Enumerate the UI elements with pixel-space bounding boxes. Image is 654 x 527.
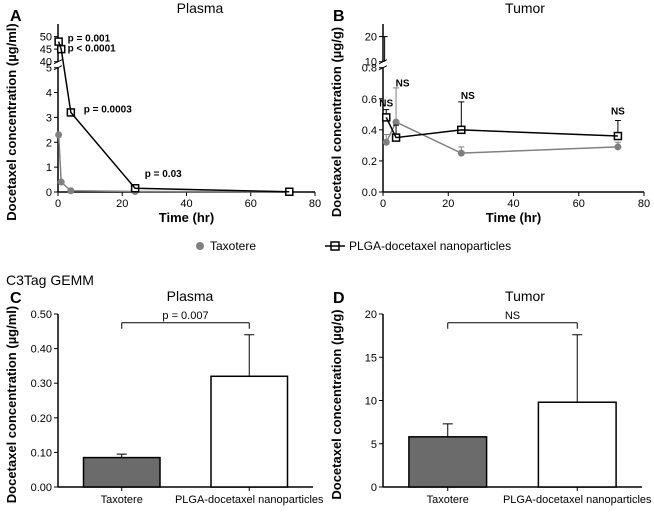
svg-text:PLGA-docetaxel nanoparticles: PLGA-docetaxel nanoparticles [349, 239, 511, 253]
svg-text:NS: NS [379, 99, 393, 110]
svg-text:0.6: 0.6 [362, 94, 377, 106]
svg-text:0: 0 [371, 482, 377, 494]
panel-d-chart: 0 5 10 15 20 Docetaxel concentration (µg/g) Ta… [325, 302, 654, 527]
svg-text:40: 40 [180, 198, 192, 210]
svg-text:Time (hr): Time (hr) [159, 210, 214, 225]
svg-text:0.4: 0.4 [362, 125, 377, 137]
svg-text:20: 20 [116, 198, 128, 210]
svg-text:20: 20 [365, 32, 377, 44]
section-c3tag-label: C3Tag GEMM [6, 272, 94, 288]
svg-text:Docetaxel concentration (µg/ml: Docetaxel concentration (µg/ml) [4, 306, 19, 503]
svg-text:p = 0.03: p = 0.03 [145, 169, 182, 180]
svg-text:Docetaxel concentration (µg/g): Docetaxel concentration (µg/g) [329, 309, 344, 499]
svg-text:p = 0.007: p = 0.007 [162, 310, 208, 322]
svg-text:2: 2 [46, 137, 52, 149]
svg-text:0.30: 0.30 [31, 378, 52, 390]
svg-text:0: 0 [380, 198, 386, 210]
svg-text:0: 0 [55, 198, 61, 210]
svg-text:p < 0.0001: p < 0.0001 [68, 44, 117, 55]
svg-text:10: 10 [365, 396, 377, 408]
svg-text:Docetaxel concentration (µg/ml: Docetaxel concentration (µg/ml) [4, 23, 19, 220]
svg-text:0.50: 0.50 [31, 309, 52, 321]
svg-text:15: 15 [365, 352, 377, 364]
svg-text:60: 60 [573, 198, 585, 210]
svg-text:80: 80 [309, 198, 321, 210]
svg-text:Taxotere: Taxotere [427, 494, 469, 506]
svg-text:10: 10 [365, 57, 377, 69]
svg-text:NS: NS [461, 91, 475, 102]
panel-b-title: Tumor [465, 0, 585, 16]
panel-a-title: Plasma [140, 0, 260, 16]
panel-b-chart: 0204060800.00.20.40.60.81020Time (hr)Doc… [325, 16, 654, 228]
svg-text:45: 45 [40, 44, 52, 56]
svg-text:Time (hr): Time (hr) [486, 210, 541, 225]
svg-text:Docetaxel concentration (µg/g): Docetaxel concentration (µg/g) [329, 27, 344, 217]
legend: Taxotere PLGA-docetaxel nanoparticles [0, 235, 654, 257]
svg-text:20: 20 [365, 309, 377, 321]
svg-text:PLGA-docetaxel nanoparticles: PLGA-docetaxel nanoparticles [175, 494, 324, 506]
svg-text:0.20: 0.20 [31, 413, 52, 425]
svg-text:40: 40 [507, 198, 519, 210]
svg-text:20: 20 [442, 198, 454, 210]
svg-text:0.40: 0.40 [31, 344, 52, 356]
svg-text:Taxotere: Taxotere [101, 494, 143, 506]
panel-c-chart: 0.00 0.10 0.20 0.30 0.40 0.50 Docetaxel concen… [0, 302, 325, 527]
svg-text:Taxotere: Taxotere [210, 239, 256, 253]
panel-a-chart: 020406080012345404550Time (hr)Docetaxel … [0, 16, 325, 228]
svg-text:0.00: 0.00 [31, 482, 52, 494]
svg-text:5: 5 [371, 439, 377, 451]
svg-text:NS: NS [396, 78, 410, 89]
svg-text:3: 3 [46, 112, 52, 124]
svg-text:0: 0 [46, 187, 52, 199]
svg-text:0.2: 0.2 [362, 156, 377, 168]
svg-text:0.10: 0.10 [31, 447, 52, 459]
svg-text:40: 40 [40, 57, 52, 69]
svg-text:NS: NS [611, 106, 625, 117]
svg-text:p = 0.0003: p = 0.0003 [84, 104, 133, 115]
svg-text:PLGA-docetaxel nanoparticles: PLGA-docetaxel nanoparticles [503, 494, 652, 506]
svg-text:80: 80 [638, 198, 650, 210]
svg-text:4: 4 [46, 88, 52, 100]
svg-text:NS: NS [505, 310, 520, 322]
svg-text:60: 60 [245, 198, 257, 210]
svg-text:1: 1 [46, 162, 52, 174]
svg-text:0.0: 0.0 [362, 187, 377, 199]
svg-text:50: 50 [40, 32, 52, 44]
